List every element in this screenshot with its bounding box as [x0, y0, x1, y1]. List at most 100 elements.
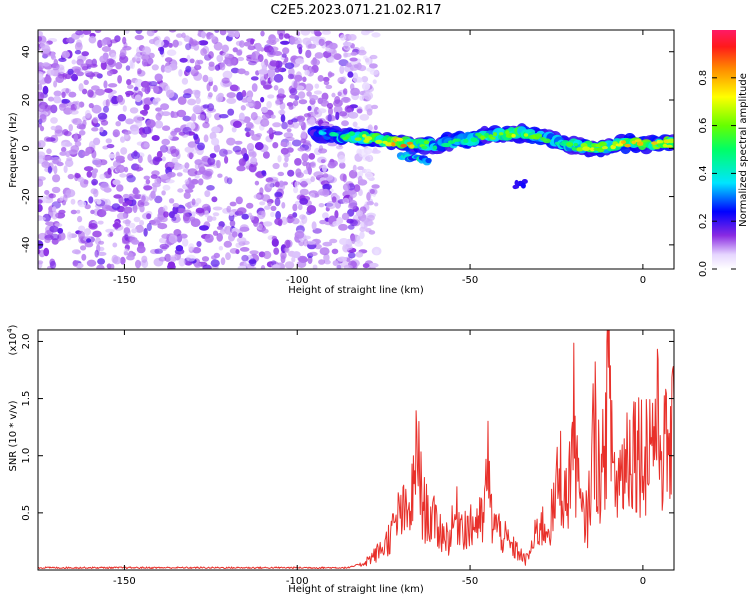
heatmap-cell	[241, 90, 247, 97]
heatmap-cell	[182, 212, 190, 222]
heatmap-cell	[273, 247, 280, 255]
heatmap-cell	[268, 46, 279, 52]
heatmap-cell	[70, 209, 77, 215]
heatmap-cell	[81, 66, 89, 71]
heatmap-cell	[38, 105, 46, 113]
heatmap-cell	[295, 58, 305, 65]
heatmap-cell	[103, 105, 109, 113]
heatmap-cell	[182, 115, 191, 122]
heatmap-cell	[319, 247, 330, 256]
heatmap-cell	[271, 37, 280, 43]
heatmap-cell	[91, 178, 98, 186]
heatmap-cell	[339, 111, 348, 117]
heatmap-cell	[260, 96, 265, 103]
heatmap-cell	[219, 30, 227, 36]
heatmap-cell	[94, 30, 102, 34]
heatmap-cell	[317, 75, 324, 82]
heatmap-cell	[172, 39, 179, 48]
heatmap-cell	[49, 260, 57, 269]
heatmap-cell	[228, 211, 234, 216]
heatmap-cell	[256, 133, 262, 138]
heatmap-cell	[164, 57, 173, 63]
ridge-cell	[658, 140, 664, 144]
heatmap-cell	[38, 91, 45, 100]
heatmap-cell	[278, 109, 286, 115]
heatmap-cell	[58, 57, 67, 63]
heatmap-cell	[272, 264, 280, 269]
heatmap-cell	[214, 30, 220, 33]
heatmap-cell	[190, 216, 196, 223]
heatmap-cell	[182, 93, 192, 99]
heatmap-cell	[185, 65, 192, 73]
heatmap-cell	[329, 238, 338, 244]
colorbar-tick-label: 0.0	[698, 261, 709, 277]
heatmap-cell	[105, 64, 113, 71]
heatmap-cell	[256, 223, 263, 230]
heatmap-cell	[75, 30, 84, 36]
heatmap-cell	[109, 231, 114, 237]
ridge-cell	[470, 137, 478, 143]
heatmap-cell	[271, 238, 279, 247]
heatmap-cell	[236, 237, 247, 244]
heatmap-cell	[47, 165, 53, 174]
heatmap-cell	[338, 223, 348, 231]
heatmap-cell	[255, 42, 262, 52]
heatmap-cell	[171, 157, 178, 164]
heatmap-cell	[202, 121, 210, 129]
heatmap-cell	[110, 166, 115, 171]
heatmap-cell	[300, 180, 308, 188]
heatmap-cell	[374, 249, 380, 255]
colorbar-ticks: 0.0 0.2 0.4 0.6 0.8	[698, 70, 736, 277]
heatmap-cell	[365, 57, 371, 65]
heatmap-cell	[343, 52, 348, 58]
heatmap-cell	[77, 176, 85, 183]
heatmap-cell	[284, 62, 295, 69]
heatmap-cell	[117, 113, 127, 122]
heatmap-cell	[368, 230, 376, 235]
heatmap-cell	[294, 181, 299, 188]
heatmap-cell	[244, 70, 250, 76]
heatmap-cell	[77, 200, 87, 208]
heatmap-cell	[308, 251, 318, 257]
ridge-cell	[463, 138, 469, 144]
heatmap-cell	[183, 191, 191, 199]
heatmap-cell	[181, 77, 189, 85]
heatmap-cell	[162, 205, 168, 212]
heatmap-cell	[274, 191, 283, 198]
heatmap-cell	[42, 85, 49, 95]
heatmap-cell	[98, 210, 103, 217]
heatmap-cell	[282, 47, 290, 55]
heatmap-cell	[346, 62, 352, 68]
heatmap-cell	[369, 189, 375, 194]
heatmap-cell	[213, 143, 220, 153]
heatmap-cell	[92, 168, 99, 174]
heatmap-cell	[219, 228, 226, 235]
ridge-cell	[364, 136, 373, 141]
heatmap-cell	[124, 233, 129, 241]
heatmap-cell	[320, 159, 326, 164]
heatmap-cell	[328, 107, 333, 116]
heatmap-cell	[129, 59, 134, 69]
ridge-cell	[505, 130, 510, 136]
heatmap-cell	[349, 57, 358, 62]
heatmap-cell	[337, 91, 342, 97]
heatmap-cell	[212, 230, 219, 236]
heatmap-cell	[321, 92, 329, 101]
heatmap-cell	[284, 246, 290, 254]
heatmap-cell	[67, 231, 72, 241]
heatmap-cell	[209, 34, 216, 40]
heatmap-cell	[313, 30, 321, 35]
heatmap-cell	[137, 68, 142, 75]
heatmap-cell	[327, 114, 332, 122]
heatmap-cell	[141, 53, 151, 62]
ridge-cell	[362, 134, 367, 138]
heatmap-cell	[322, 212, 329, 220]
heatmap-cell	[286, 141, 292, 149]
heatmap-cell	[176, 109, 187, 118]
heatmap-cell	[105, 138, 113, 144]
heatmap-cell	[198, 40, 209, 46]
heatmap-cell	[310, 161, 317, 168]
ridge-cell	[423, 140, 430, 145]
heatmap-cell	[168, 211, 175, 219]
heatmap-cell	[107, 83, 118, 88]
